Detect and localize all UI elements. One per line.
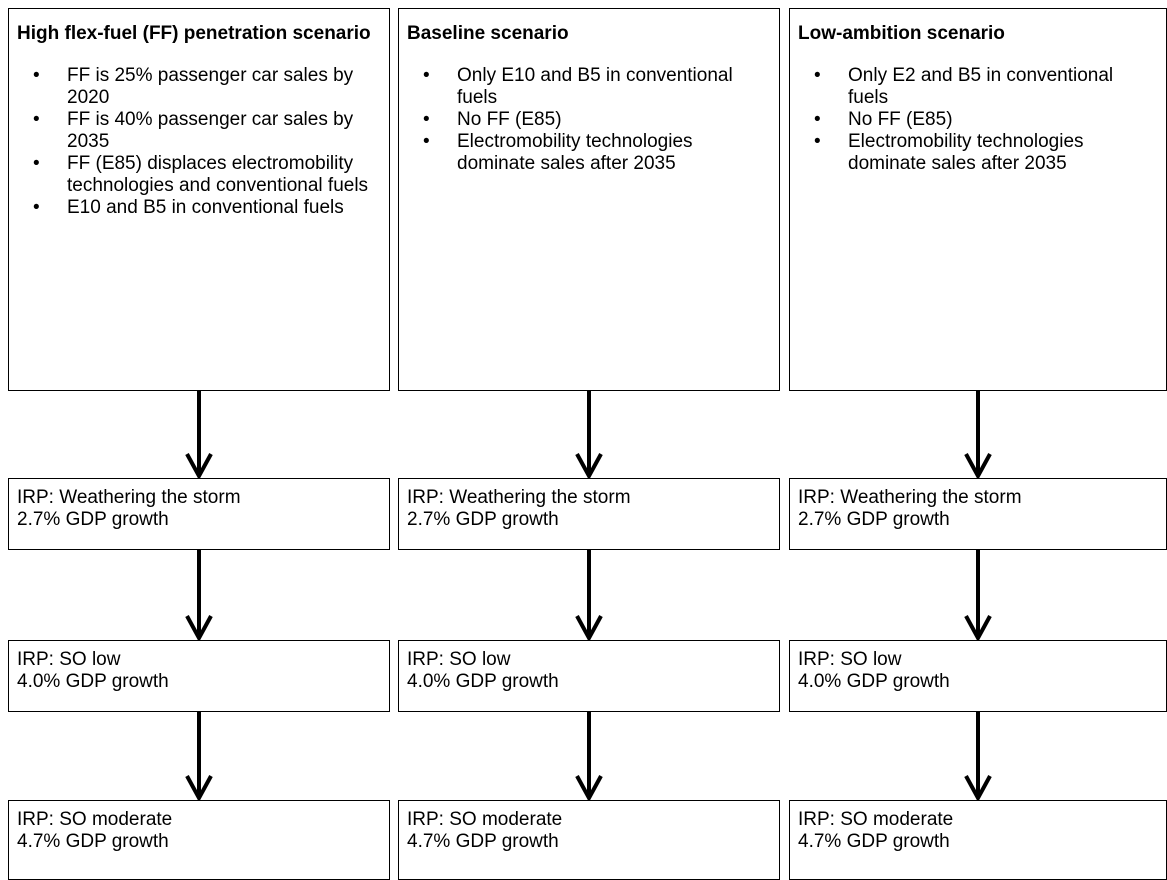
stage-name: IRP: Weathering the storm bbox=[17, 487, 241, 508]
stage-name: IRP: SO moderate bbox=[798, 809, 954, 830]
scenario-box: Baseline scenario Only E10 and B5 in conv… bbox=[398, 8, 780, 391]
scenario-title: Low-ambition scenario bbox=[798, 23, 1005, 44]
stage-box: IRP: SO moderate 4.7% GDP growth bbox=[789, 800, 1167, 880]
bullet: FF is 25% passenger car sales by 2020 bbox=[33, 65, 381, 109]
scenario-box: High flex-fuel (FF) penetration scenario… bbox=[8, 8, 390, 391]
stage-name: IRP: SO moderate bbox=[407, 809, 563, 830]
bullet: No FF (E85) bbox=[814, 109, 1158, 131]
bullet: FF is 40% passenger car sales by 2035 bbox=[33, 109, 381, 153]
stage-name: IRP: SO low bbox=[17, 649, 121, 670]
stage-name: IRP: SO low bbox=[798, 649, 902, 670]
stage-growth: 2.7% GDP growth bbox=[798, 509, 950, 530]
bullet: Only E2 and B5 in conventional fuels bbox=[814, 65, 1158, 109]
stage-growth: 2.7% GDP growth bbox=[17, 509, 169, 530]
stage-box: IRP: Weathering the storm 2.7% GDP growth bbox=[8, 478, 390, 550]
bullet: Electromobility technologies dominate sa… bbox=[814, 131, 1158, 175]
stage-growth: 4.7% GDP growth bbox=[798, 831, 950, 852]
bullet: FF (E85) displaces electromobility techn… bbox=[33, 153, 381, 197]
arrow-head bbox=[964, 775, 992, 803]
stage-name: IRP: SO low bbox=[407, 649, 511, 670]
stage-box: IRP: SO low 4.0% GDP growth bbox=[789, 640, 1167, 712]
stage-growth: 4.7% GDP growth bbox=[407, 831, 559, 852]
bullet: No FF (E85) bbox=[423, 109, 771, 131]
arrow-head bbox=[185, 615, 213, 643]
arrow-head bbox=[185, 453, 213, 481]
stage-name: IRP: SO moderate bbox=[17, 809, 173, 830]
arrow-head bbox=[575, 615, 603, 643]
arrow-head bbox=[964, 615, 992, 643]
bullet: Only E10 and B5 in conventional fuels bbox=[423, 65, 771, 109]
arrow-head bbox=[575, 775, 603, 803]
bullet-list: Only E2 and B5 in conventional fuelsNo F… bbox=[798, 65, 1158, 175]
stage-box: IRP: Weathering the storm 2.7% GDP growth bbox=[789, 478, 1167, 550]
stage-name: IRP: Weathering the storm bbox=[798, 487, 1022, 508]
arrow-head bbox=[964, 453, 992, 481]
stage-box: IRP: SO moderate 4.7% GDP growth bbox=[398, 800, 780, 880]
bullet: E10 and B5 in conventional fuels bbox=[33, 197, 381, 219]
stage-growth: 4.7% GDP growth bbox=[17, 831, 169, 852]
scenario-title: Baseline scenario bbox=[407, 23, 569, 44]
stage-box: IRP: SO moderate 4.7% GDP growth bbox=[8, 800, 390, 880]
stage-box: IRP: Weathering the storm 2.7% GDP growth bbox=[398, 478, 780, 550]
stage-box: IRP: SO low 4.0% GDP growth bbox=[8, 640, 390, 712]
bullet-list: FF is 25% passenger car sales by 2020FF … bbox=[17, 65, 381, 219]
arrow-head bbox=[575, 453, 603, 481]
arrow-head bbox=[185, 775, 213, 803]
bullet-list: Only E10 and B5 in conventional fuelsNo … bbox=[407, 65, 771, 175]
stage-growth: 4.0% GDP growth bbox=[407, 671, 559, 692]
stage-name: IRP: Weathering the storm bbox=[407, 487, 631, 508]
stage-growth: 4.0% GDP growth bbox=[798, 671, 950, 692]
bullet: Electromobility technologies dominate sa… bbox=[423, 131, 771, 175]
stage-box: IRP: SO low 4.0% GDP growth bbox=[398, 640, 780, 712]
scenario-title: High flex-fuel (FF) penetration scenario bbox=[17, 23, 371, 44]
scenario-box: Low-ambition scenario Only E2 and B5 in c… bbox=[789, 8, 1167, 391]
stage-growth: 4.0% GDP growth bbox=[17, 671, 169, 692]
stage-growth: 2.7% GDP growth bbox=[407, 509, 559, 530]
